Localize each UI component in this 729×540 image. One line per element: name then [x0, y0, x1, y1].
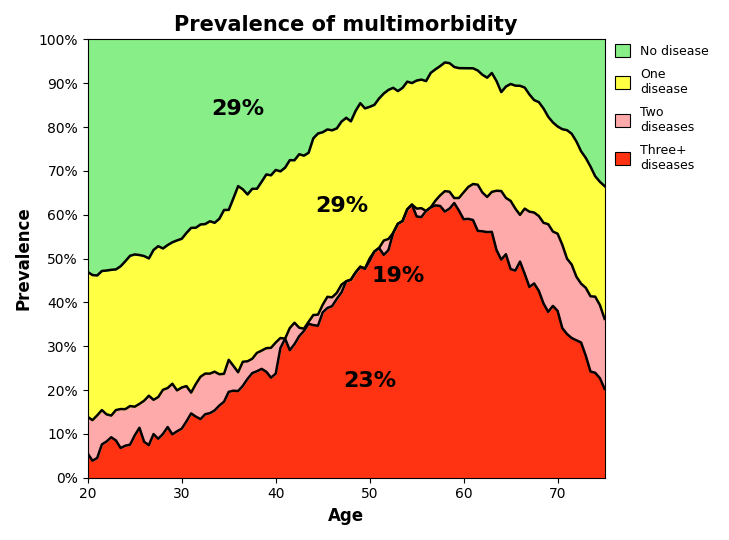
Text: 19%: 19%: [371, 266, 424, 286]
Text: 29%: 29%: [211, 99, 265, 119]
Legend: No disease, One
disease, Two
diseases, Three+
diseases: No disease, One disease, Two diseases, T…: [609, 39, 714, 177]
Y-axis label: Prevalence: Prevalence: [15, 207, 33, 310]
Title: Prevalence of multimorbidity: Prevalence of multimorbidity: [174, 15, 518, 35]
Text: 23%: 23%: [343, 372, 397, 392]
X-axis label: Age: Age: [328, 507, 364, 525]
Text: 29%: 29%: [315, 196, 368, 216]
